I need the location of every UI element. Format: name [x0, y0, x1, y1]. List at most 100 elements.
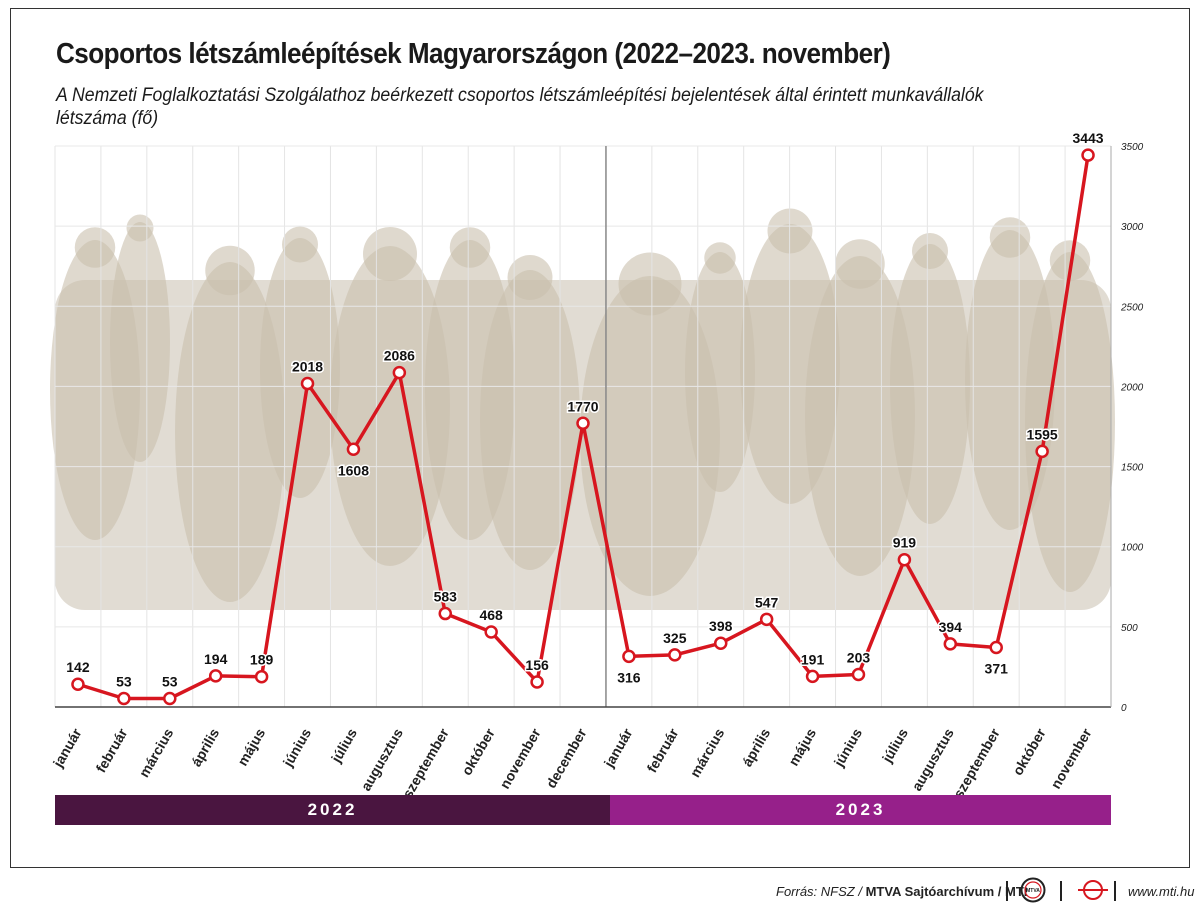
y-tick-label: 500 — [1121, 623, 1138, 634]
data-point — [668, 648, 682, 662]
x-tick-label: február — [92, 725, 130, 775]
photo-head — [618, 252, 682, 316]
data-point — [346, 442, 361, 457]
data-label: 583 — [434, 589, 458, 605]
x-tick-label: szeptember — [950, 725, 1003, 801]
mtva-logo-icon: MTVA — [1020, 877, 1046, 903]
source-prefix: Forrás: NFSZ / — [776, 883, 862, 899]
y-tick-label: 3000 — [1121, 222, 1144, 233]
data-label: 1770 — [567, 398, 598, 414]
x-tick-label: december — [543, 725, 590, 791]
photo-head — [74, 227, 116, 268]
x-tick-label: november — [1047, 725, 1095, 791]
data-point — [438, 606, 453, 621]
photo-figure — [1025, 252, 1115, 592]
y-tick-label: 1000 — [1121, 543, 1144, 554]
x-tick-label: augusztus — [908, 725, 957, 793]
x-tick-label: augusztus — [357, 725, 406, 793]
data-point — [208, 669, 223, 683]
y-tick-label: 1500 — [1121, 463, 1144, 474]
data-label: 547 — [755, 594, 779, 610]
x-tick-label: július — [878, 725, 911, 766]
photo-figure — [175, 262, 285, 602]
chart-subtitle: A Nemzeti Foglalkoztatási Szolgálathoz b… — [56, 85, 984, 129]
data-point — [1081, 148, 1095, 162]
data-label: 371 — [985, 661, 1009, 677]
data-label: 203 — [847, 649, 871, 665]
data-label: 194 — [204, 651, 228, 667]
photo-head — [282, 226, 318, 263]
data-label: 142 — [66, 659, 90, 675]
chart-title: Csoportos létszámleépítések Magyarország… — [56, 38, 891, 70]
year-bar-2023: 2023 — [610, 795, 1111, 825]
photo-head — [205, 245, 255, 296]
photo-figure — [805, 256, 915, 576]
data-point — [805, 669, 820, 684]
data-label: 316 — [617, 669, 641, 685]
data-label: 191 — [801, 651, 825, 667]
x-tick-label: május — [785, 725, 819, 768]
data-point — [989, 640, 1003, 655]
divider — [1060, 881, 1062, 901]
data-point — [576, 416, 590, 431]
photo-figure — [480, 270, 580, 570]
photo-head — [126, 214, 154, 242]
data-label: 1595 — [1027, 426, 1058, 442]
year-2023-label: 2023 — [835, 800, 886, 819]
photo-head — [363, 227, 417, 281]
x-tick-label: június — [830, 725, 865, 770]
data-label: 919 — [893, 535, 917, 551]
data-point — [530, 675, 544, 689]
year-bar-2022: 2022 — [55, 795, 610, 825]
year-2022-label: 2022 — [307, 800, 358, 819]
x-tick-label: január — [600, 725, 636, 771]
data-label: 325 — [663, 630, 687, 646]
x-tick-label: október — [458, 725, 498, 778]
data-point — [392, 365, 407, 380]
data-point — [713, 636, 728, 650]
source-credit: Forrás: NFSZ / MTVA Sajtóarchívum / MTI — [776, 881, 1027, 901]
photo-figure — [890, 244, 970, 524]
x-tick-label: március — [136, 725, 177, 780]
data-point — [484, 625, 498, 639]
divider — [1006, 881, 1008, 901]
divider — [1114, 881, 1116, 901]
x-tick-label: október — [1009, 725, 1049, 778]
data-label: 53 — [162, 674, 178, 690]
svg-text:MTVA: MTVA — [1026, 888, 1040, 894]
data-label: 189 — [250, 652, 274, 668]
data-point — [851, 667, 866, 682]
x-tick-label: február — [643, 725, 681, 775]
data-label: 468 — [479, 607, 503, 623]
data-label: 2018 — [292, 359, 323, 375]
x-tick-label: július — [327, 725, 360, 766]
data-point — [300, 376, 315, 391]
x-tick-label: január — [49, 725, 85, 771]
data-label: 2086 — [384, 348, 415, 364]
data-point — [943, 637, 958, 651]
y-tick-label: 0 — [1121, 703, 1127, 714]
background-photo — [50, 208, 1115, 610]
x-tick-label: május — [234, 725, 268, 768]
data-label: 3443 — [1072, 130, 1103, 146]
photo-head — [912, 233, 948, 269]
photo-figure — [685, 252, 755, 492]
data-point — [759, 612, 774, 627]
x-tick-label: április — [188, 725, 223, 769]
photo-head — [449, 227, 491, 268]
photo-figure — [580, 276, 720, 596]
photo-head — [835, 239, 885, 289]
data-label: 398 — [709, 618, 733, 634]
data-point — [163, 691, 177, 706]
photo-head — [704, 242, 736, 274]
x-tick-label: június — [279, 725, 314, 770]
data-point — [897, 552, 912, 567]
data-point — [71, 677, 85, 691]
x-tick-label: március — [687, 725, 728, 780]
x-tick-label: november — [496, 725, 544, 791]
data-label: 394 — [939, 619, 963, 635]
x-tick-label: április — [739, 725, 774, 769]
photo-head — [989, 217, 1031, 258]
source-archive: MTVA Sajtóarchívum / MTI — [865, 883, 1028, 899]
